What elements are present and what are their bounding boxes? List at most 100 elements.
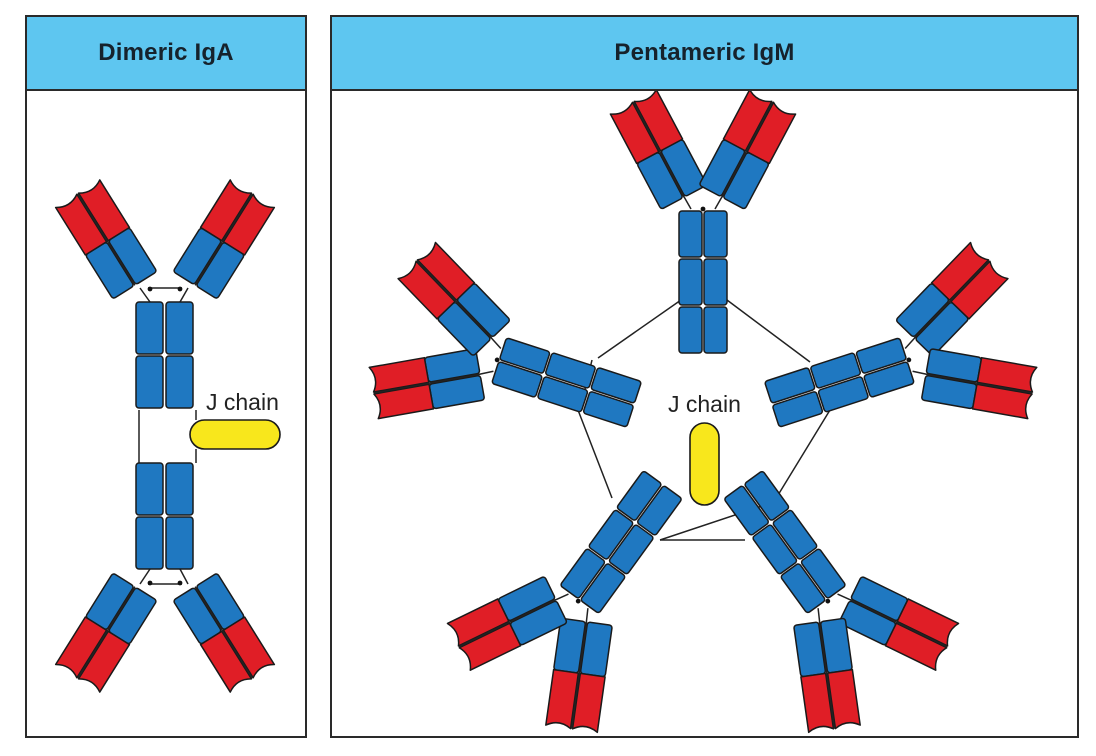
constant-domain — [588, 509, 634, 560]
disulfide-bond — [825, 598, 831, 604]
light-heavy-gap — [373, 373, 481, 394]
igm-antibody-units — [368, 91, 1038, 734]
variable-domain — [222, 616, 276, 679]
pentamer-link — [577, 409, 613, 499]
constant-domain — [678, 258, 703, 306]
variable-domain — [800, 672, 835, 734]
constant-domain — [616, 470, 662, 521]
pentamer-link — [726, 299, 811, 363]
fab-pair — [368, 241, 511, 420]
light-heavy-gap — [925, 373, 1033, 394]
variable-domain — [896, 598, 960, 647]
variable-domain — [545, 668, 580, 730]
j-chain — [189, 419, 281, 450]
light-heavy-gap — [570, 621, 588, 729]
hinge — [585, 608, 589, 625]
constant-domain — [637, 485, 682, 536]
fab-pair — [895, 241, 1038, 420]
constant-domain — [560, 548, 606, 599]
hinge — [714, 194, 724, 210]
iga-panel: Dimeric IgA J chain — [25, 15, 307, 738]
constant-domain — [703, 258, 728, 306]
constant-domain — [582, 391, 634, 428]
constant-domain — [810, 352, 861, 389]
constant-domain — [703, 210, 728, 258]
light-heavy-gap — [77, 586, 136, 679]
hinge — [682, 194, 692, 210]
fab-pair — [609, 91, 797, 212]
light-heavy-gap — [77, 193, 136, 286]
constant-domain — [817, 376, 869, 413]
hinge — [837, 593, 853, 602]
constant-domain — [608, 524, 654, 575]
constant-domain — [165, 516, 194, 570]
igm-panel: Pentameric IgM J chain — [330, 15, 1079, 738]
variable-domain — [976, 356, 1038, 393]
pentamer-link — [597, 299, 682, 359]
constant-domain — [165, 301, 194, 355]
constant-domain — [724, 485, 769, 536]
fab-arm — [54, 573, 157, 693]
fab-arm — [699, 91, 797, 210]
variable-domain — [54, 616, 108, 679]
variable-domain — [971, 383, 1033, 420]
constant-domain — [580, 563, 626, 614]
hinge — [489, 336, 502, 349]
igm-diagram: J chain — [368, 91, 1038, 734]
constant-domain — [165, 462, 194, 516]
disulfide-bond — [147, 580, 153, 586]
constant-domain — [703, 306, 728, 354]
variable-domain — [54, 193, 108, 256]
light-heavy-gap — [632, 101, 685, 198]
igm-disulfide-links — [577, 299, 831, 541]
iga-disulfide-links — [138, 286, 197, 586]
variable-domain — [571, 672, 606, 734]
disulfide-bond — [700, 206, 706, 212]
j-chain-label: J chain — [206, 389, 279, 415]
fab-arm — [838, 576, 960, 671]
fab-arm — [609, 91, 707, 210]
disulfide-bond — [177, 580, 183, 586]
hinge — [553, 593, 569, 602]
constant-domain — [499, 337, 551, 374]
fab-pair — [446, 576, 613, 734]
constant-domain — [537, 376, 589, 413]
variable-domain — [199, 179, 253, 242]
constant-domain — [780, 563, 826, 614]
light-heavy-gap — [416, 260, 493, 339]
constant-domain — [772, 509, 818, 560]
hinge — [179, 287, 189, 303]
variable-domain — [884, 622, 948, 671]
variable-domain — [722, 91, 773, 152]
fab-arm — [793, 617, 861, 734]
pentamer-link — [774, 409, 831, 501]
variable-domain — [77, 630, 131, 693]
variable-domain — [609, 101, 660, 165]
fc-stem — [491, 337, 642, 428]
hinge — [139, 287, 151, 303]
fab-pair — [793, 576, 960, 734]
disulfide-bond — [575, 598, 581, 604]
light-heavy-gap — [913, 260, 990, 339]
fc-stem — [678, 210, 728, 354]
constant-domain — [744, 470, 790, 521]
constant-domain — [752, 524, 798, 575]
fab-arm — [446, 576, 568, 671]
constant-domain — [678, 210, 703, 258]
variable-domain — [77, 179, 131, 242]
constant-domain — [135, 462, 164, 516]
constant-domain — [135, 516, 164, 570]
variable-domain — [373, 383, 435, 420]
light-heavy-gap — [194, 586, 253, 679]
fab-arm — [397, 241, 511, 356]
fab-arm — [545, 617, 613, 734]
igm-monomer — [368, 241, 642, 428]
constant-domain — [165, 355, 194, 409]
light-heavy-gap — [818, 621, 836, 729]
variable-domain — [633, 91, 684, 152]
variable-domain — [826, 668, 861, 730]
fc-stem — [560, 470, 682, 614]
variable-domain — [446, 598, 510, 647]
fab-arm — [173, 573, 276, 693]
variable-domain — [416, 241, 476, 301]
